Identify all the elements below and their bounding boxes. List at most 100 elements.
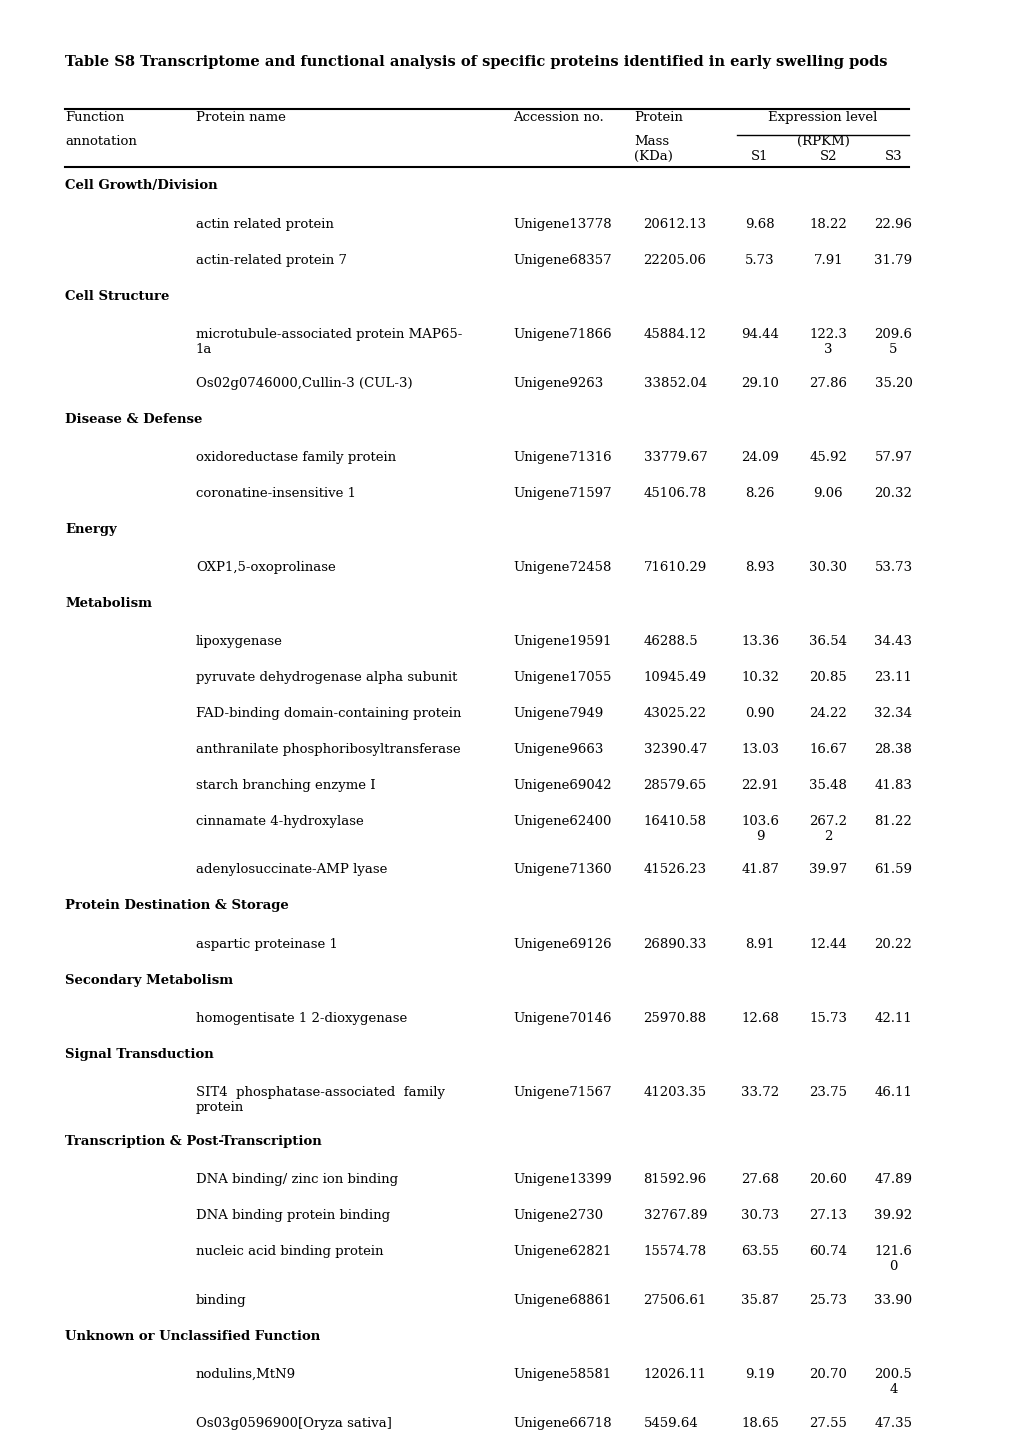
Text: FAD-binding domain-containing protein: FAD-binding domain-containing protein [196, 707, 461, 720]
Text: SIT4  phosphatase-associated  family
protein: SIT4 phosphatase-associated family prote… [196, 1087, 444, 1114]
Text: 35.20: 35.20 [873, 377, 912, 390]
Text: 22205.06: 22205.06 [643, 254, 706, 267]
Text: 13.36: 13.36 [741, 635, 779, 648]
Text: Protein Destination & Storage: Protein Destination & Storage [65, 899, 288, 912]
Text: 33.72: 33.72 [741, 1087, 779, 1100]
Text: Os03g0596900[Oryza sativa]: Os03g0596900[Oryza sativa] [196, 1417, 391, 1430]
Text: 16410.58: 16410.58 [643, 815, 706, 828]
Text: 47.35: 47.35 [873, 1417, 912, 1430]
Text: Unigene62400: Unigene62400 [513, 815, 610, 828]
Text: 24.22: 24.22 [808, 707, 846, 720]
Text: S3: S3 [883, 150, 902, 163]
Text: Unigene72458: Unigene72458 [513, 561, 610, 574]
Text: 32767.89: 32767.89 [643, 1209, 706, 1222]
Text: 45106.78: 45106.78 [643, 486, 706, 499]
Text: Function: Function [65, 111, 124, 124]
Text: Unknown or Unclassified Function: Unknown or Unclassified Function [65, 1330, 320, 1343]
Text: 33779.67: 33779.67 [643, 452, 706, 465]
Text: Unigene71866: Unigene71866 [513, 328, 611, 341]
Text: 9.68: 9.68 [745, 218, 774, 231]
Text: 20612.13: 20612.13 [643, 218, 706, 231]
Text: actin-related protein 7: actin-related protein 7 [196, 254, 346, 267]
Text: 9.19: 9.19 [745, 1368, 774, 1381]
Text: 8.91: 8.91 [745, 938, 774, 951]
Text: 81592.96: 81592.96 [643, 1173, 706, 1186]
Text: 71610.29: 71610.29 [643, 561, 706, 574]
Text: 15574.78: 15574.78 [643, 1245, 706, 1258]
Text: Unigene71567: Unigene71567 [513, 1087, 611, 1100]
Text: Unigene58581: Unigene58581 [513, 1368, 610, 1381]
Text: Unigene13778: Unigene13778 [513, 218, 611, 231]
Text: Unigene7949: Unigene7949 [513, 707, 602, 720]
Text: 8.93: 8.93 [745, 561, 774, 574]
Text: Unigene2730: Unigene2730 [513, 1209, 602, 1222]
Text: Table S8 Transcriptome and functional analysis of specific proteins identified i: Table S8 Transcriptome and functional an… [65, 55, 887, 69]
Text: 31.79: 31.79 [873, 254, 912, 267]
Text: 22.96: 22.96 [873, 218, 912, 231]
Text: 53.73: 53.73 [873, 561, 912, 574]
Text: Unigene9663: Unigene9663 [513, 743, 603, 756]
Text: 9.06: 9.06 [812, 486, 842, 499]
Text: 39.97: 39.97 [808, 863, 847, 876]
Text: 23.11: 23.11 [873, 671, 912, 684]
Text: Protein: Protein [634, 111, 683, 124]
Text: 20.22: 20.22 [873, 938, 911, 951]
Text: 16.67: 16.67 [808, 743, 847, 756]
Text: 18.65: 18.65 [741, 1417, 779, 1430]
Text: Unigene69126: Unigene69126 [513, 938, 611, 951]
Text: 57.97: 57.97 [873, 452, 912, 465]
Text: 25.73: 25.73 [808, 1294, 847, 1307]
Text: 26890.33: 26890.33 [643, 938, 706, 951]
Text: pyruvate dehydrogenase alpha subunit: pyruvate dehydrogenase alpha subunit [196, 671, 457, 684]
Text: 122.3
3: 122.3 3 [808, 328, 847, 356]
Text: 15.73: 15.73 [808, 1012, 847, 1025]
Text: Transcription & Post-Transcription: Transcription & Post-Transcription [65, 1136, 322, 1149]
Text: Expression level: Expression level [767, 111, 877, 124]
Text: Accession no.: Accession no. [513, 111, 603, 124]
Text: 5459.64: 5459.64 [643, 1417, 698, 1430]
Text: 41.87: 41.87 [741, 863, 779, 876]
Text: 30.30: 30.30 [808, 561, 847, 574]
Text: Os02g0746000,Cullin-3 (CUL-3): Os02g0746000,Cullin-3 (CUL-3) [196, 377, 412, 390]
Text: 27.86: 27.86 [808, 377, 847, 390]
Text: 35.48: 35.48 [808, 779, 847, 792]
Text: Metabolism: Metabolism [65, 597, 152, 610]
Text: coronatine-insensitive 1: coronatine-insensitive 1 [196, 486, 356, 499]
Text: nucleic acid binding protein: nucleic acid binding protein [196, 1245, 383, 1258]
Text: Protein name: Protein name [196, 111, 285, 124]
Text: 209.6
5: 209.6 5 [873, 328, 912, 356]
Text: 32.34: 32.34 [873, 707, 912, 720]
Text: Unigene70146: Unigene70146 [513, 1012, 610, 1025]
Text: actin related protein: actin related protein [196, 218, 333, 231]
Text: 20.32: 20.32 [873, 486, 912, 499]
Text: Unigene66718: Unigene66718 [513, 1417, 611, 1430]
Text: 267.2
2: 267.2 2 [808, 815, 847, 843]
Text: 7.91: 7.91 [812, 254, 842, 267]
Text: Unigene71316: Unigene71316 [513, 452, 611, 465]
Text: 0.90: 0.90 [745, 707, 774, 720]
Text: Unigene71360: Unigene71360 [513, 863, 611, 876]
Text: Unigene69042: Unigene69042 [513, 779, 610, 792]
Text: Unigene19591: Unigene19591 [513, 635, 610, 648]
Text: S2: S2 [818, 150, 837, 163]
Text: nodulins,MtN9: nodulins,MtN9 [196, 1368, 296, 1381]
Text: 22.91: 22.91 [741, 779, 779, 792]
Text: aspartic proteinase 1: aspartic proteinase 1 [196, 938, 337, 951]
Text: 81.22: 81.22 [873, 815, 911, 828]
Text: 12.68: 12.68 [741, 1012, 779, 1025]
Text: 20.60: 20.60 [808, 1173, 847, 1186]
Text: 34.43: 34.43 [873, 635, 912, 648]
Text: 27506.61: 27506.61 [643, 1294, 706, 1307]
Text: Cell Growth/Division: Cell Growth/Division [65, 179, 218, 192]
Text: 39.92: 39.92 [873, 1209, 912, 1222]
Text: 25970.88: 25970.88 [643, 1012, 706, 1025]
Text: 29.10: 29.10 [741, 377, 779, 390]
Text: 103.6
9: 103.6 9 [741, 815, 779, 843]
Text: S1: S1 [751, 150, 768, 163]
Text: anthranilate phosphoribosyltransferase: anthranilate phosphoribosyltransferase [196, 743, 460, 756]
Text: 41203.35: 41203.35 [643, 1087, 706, 1100]
Text: 27.55: 27.55 [808, 1417, 847, 1430]
Text: 33.90: 33.90 [873, 1294, 912, 1307]
Text: 27.68: 27.68 [741, 1173, 779, 1186]
Text: (KDa): (KDa) [634, 150, 673, 163]
